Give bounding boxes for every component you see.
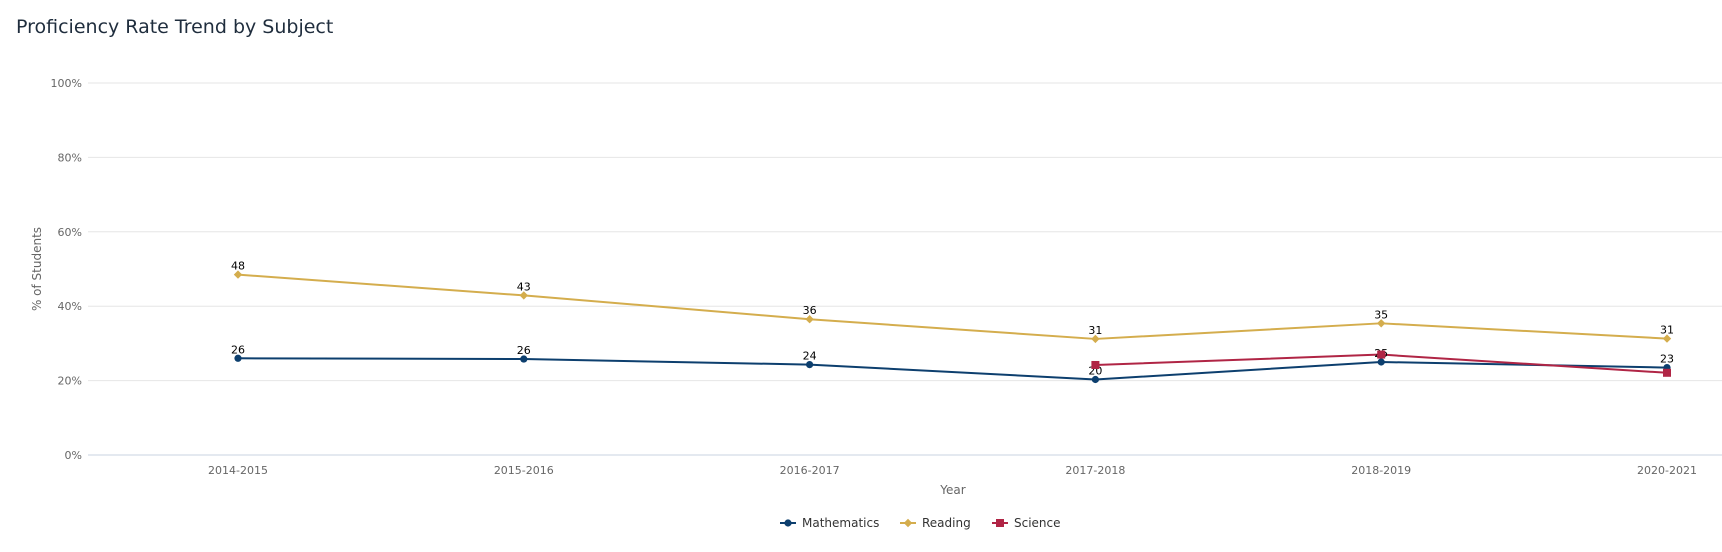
- x-tick-label: 2020-2021: [1637, 464, 1697, 477]
- data-point-reading[interactable]: [1377, 319, 1386, 328]
- legend-item-reading: Reading: [922, 516, 971, 530]
- series-line-reading: [237, 273, 1668, 340]
- data-point-reading[interactable]: [1091, 334, 1100, 344]
- data-label-reading: 31: [1660, 324, 1674, 337]
- data-point-reading[interactable]: [233, 270, 243, 279]
- data-label-mathematics: 24: [803, 350, 817, 363]
- x-axis-title: Year: [939, 483, 965, 497]
- y-tick-label: 40%: [58, 300, 82, 313]
- data-label-reading: 35: [1374, 308, 1388, 321]
- y-axis-title: % of Students: [30, 227, 44, 311]
- data-point-mathematics[interactable]: [520, 355, 528, 363]
- y-tick-label: 80%: [58, 151, 82, 164]
- data-label-reading: 31: [1088, 324, 1102, 337]
- x-tick-label: 2016-2017: [780, 464, 840, 477]
- data-label-reading: 36: [803, 304, 817, 317]
- y-tick-label: 60%: [58, 226, 82, 239]
- data-label-reading: 43: [517, 280, 531, 293]
- legend-marker-science[interactable]: [996, 519, 1004, 527]
- data-point-science[interactable]: [1663, 368, 1671, 377]
- data-label-mathematics: 26: [231, 343, 245, 356]
- data-point-mathematics[interactable]: [234, 354, 242, 362]
- data-point-reading[interactable]: [519, 291, 528, 300]
- x-tick-label: 2014-2015: [208, 464, 268, 477]
- data-point-reading[interactable]: [805, 315, 814, 324]
- y-tick-label: 100%: [51, 77, 82, 90]
- series-line-mathematics: [237, 357, 1668, 381]
- data-point-mathematics[interactable]: [806, 361, 814, 369]
- legend-marker-mathematics[interactable]: [784, 519, 792, 527]
- data-label-mathematics: 23: [1660, 353, 1674, 366]
- data-point-science[interactable]: [1091, 360, 1100, 369]
- legend-item-mathematics: Mathematics: [802, 516, 879, 530]
- data-label-mathematics: 26: [517, 344, 531, 357]
- y-tick-label: 0%: [65, 449, 82, 462]
- chart-title: Proficiency Rate Trend by Subject: [16, 16, 334, 38]
- data-label-reading: 48: [231, 260, 245, 273]
- legend-marker-reading[interactable]: [903, 518, 913, 528]
- data-point-reading[interactable]: [1662, 334, 1672, 343]
- data-point-mathematics[interactable]: [1377, 358, 1385, 366]
- x-tick-label: 2015-2016: [494, 464, 554, 477]
- x-tick-label: 2017-2018: [1065, 464, 1125, 477]
- x-tick-label: 2018-2019: [1351, 464, 1411, 477]
- y-tick-label: 20%: [58, 375, 82, 388]
- data-point-mathematics[interactable]: [1091, 375, 1099, 384]
- data-point-science[interactable]: [1377, 350, 1386, 359]
- legend-item-science: Science: [1014, 516, 1061, 530]
